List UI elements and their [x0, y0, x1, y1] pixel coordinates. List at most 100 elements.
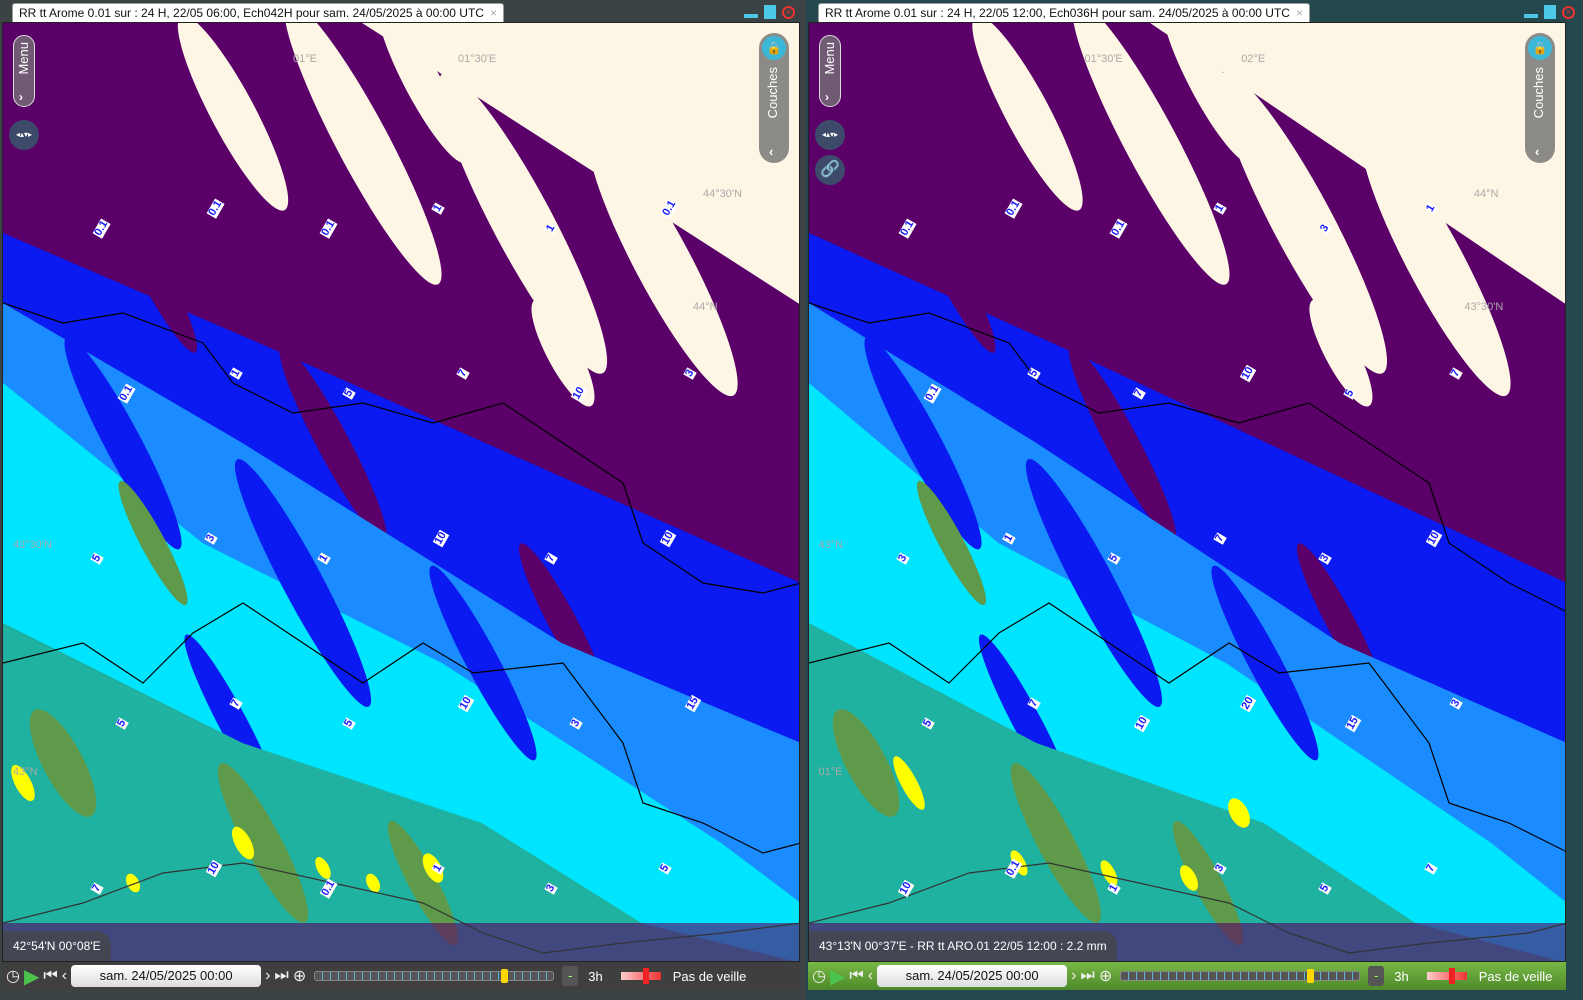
precip-streak — [907, 193, 996, 353]
graticule-label: 44°30'N — [703, 188, 742, 200]
graticule-label: 02°E — [1241, 53, 1266, 65]
zoom-icon[interactable]: ⊕ — [292, 968, 307, 985]
pan-icon[interactable]: ◂▴▾▸ — [815, 120, 845, 150]
precip-20mm — [1228, 798, 1250, 828]
watch-slider[interactable] — [1426, 968, 1467, 984]
graticule-label: 01°30'E — [1084, 53, 1123, 65]
dry-streak — [177, 23, 289, 211]
play-icon[interactable]: ▶ — [23, 965, 40, 988]
dry-streak — [438, 72, 608, 374]
last-frame-icon[interactable]: ⏭ — [1080, 967, 1095, 984]
time-slider[interactable] — [314, 969, 555, 983]
precipitation-layer — [3, 23, 799, 961]
precip-10mm — [387, 820, 459, 946]
previous-icon[interactable]: ‹ — [867, 967, 874, 984]
country-border — [809, 862, 1565, 954]
chevron-left-icon: ‹ — [1535, 144, 1540, 159]
date-field[interactable]: sam. 24/05/2025 00:00 — [71, 965, 262, 987]
dry-streak — [1162, 23, 1254, 163]
graticule-label: 44°N — [693, 301, 718, 313]
lock-icon[interactable]: 🔒 — [762, 36, 786, 60]
precip-10mm — [916, 480, 987, 606]
precip-streak — [429, 565, 537, 761]
slider-handle[interactable] — [1306, 969, 1314, 983]
minimize-icon[interactable] — [1524, 14, 1538, 18]
dry-streak — [284, 23, 442, 285]
time-step: 3h — [588, 968, 603, 984]
precip-streak — [864, 336, 982, 550]
precip-20mm — [893, 756, 925, 810]
department-border — [3, 602, 799, 854]
maximize-icon[interactable] — [1544, 5, 1556, 19]
step-minus-button[interactable]: - — [1368, 966, 1385, 986]
window-title: RR tt Arome 0.01 sur : 24 H, 22/05 12:00… — [825, 6, 1290, 20]
menu-label: Menu — [16, 42, 31, 75]
link-icon[interactable]: 🔗 — [815, 155, 845, 185]
precip-10mm — [118, 480, 188, 606]
previous-icon[interactable]: ‹ — [61, 967, 68, 984]
precip-streak — [1025, 459, 1163, 707]
window-tab[interactable]: RR tt Arome 0.01 sur : 24 H, 22/05 12:00… — [818, 3, 1310, 23]
maximize-icon[interactable] — [764, 5, 776, 19]
cursor-coordinates: 42°54'N 00°08'E — [3, 931, 111, 961]
precip-7mm — [809, 623, 1560, 961]
layers-button[interactable]: 🔒 Couches ‹ — [1525, 33, 1555, 163]
close-tab-icon[interactable]: × — [489, 6, 497, 20]
next-icon[interactable]: › — [265, 967, 271, 984]
close-window-icon[interactable]: × — [1562, 5, 1575, 19]
watch-status: Pas de veille — [672, 968, 747, 984]
left-map-window: RR tt Arome 0.01 sur : 24 H, 22/05 06:00… — [2, 3, 800, 990]
close-tab-icon[interactable]: × — [1295, 6, 1303, 20]
last-frame-icon[interactable]: ⏭ — [274, 967, 289, 984]
close-window-icon[interactable]: × — [782, 5, 795, 19]
precip-edge — [3, 923, 799, 961]
precip-10mm — [832, 709, 900, 817]
dry-streak — [972, 23, 1083, 211]
clock-icon[interactable]: ◷ — [6, 968, 20, 985]
date-field[interactable]: sam. 24/05/2025 00:00 — [877, 965, 1068, 987]
graticule-label: 44°N — [1473, 188, 1499, 200]
first-frame-icon[interactable]: ⏮ — [849, 967, 864, 984]
time-slider[interactable] — [1120, 969, 1361, 983]
minimize-icon[interactable] — [744, 14, 758, 18]
chevron-left-icon: ‹ — [769, 144, 774, 159]
precip-10mm — [29, 709, 97, 817]
timeline-bar: ◷ ▶ ⏮ ‹ sam. 24/05/2025 00:00 › ⏭ ⊕ - 3h… — [2, 962, 800, 990]
pan-icon[interactable]: ◂▴▾▸ — [9, 120, 39, 150]
first-frame-icon[interactable]: ⏮ — [43, 967, 58, 984]
dry-streak — [643, 23, 763, 220]
dry-streak — [377, 23, 469, 163]
chevron-right-icon: › — [19, 90, 23, 104]
precipitation-map[interactable]: 44°30'N 44°N 43°30'N 43°N 01°E 01°30'E 0.1 0.1 0… — [2, 22, 800, 962]
window-tab[interactable]: RR tt Arome 0.01 sur : 24 H, 22/05 06:00… — [12, 3, 504, 23]
watch-slider[interactable] — [620, 968, 661, 984]
graticule-label: 01°E — [818, 766, 843, 778]
precip-20mm — [1179, 865, 1199, 891]
menu-button[interactable]: Menu › — [13, 35, 35, 107]
play-icon[interactable]: ▶ — [829, 965, 846, 988]
slider-handle[interactable] — [500, 969, 508, 983]
right-map-window: RR tt Arome 0.01 sur : 24 H, 22/05 12:00… — [806, 0, 1583, 1000]
clock-icon[interactable]: ◷ — [812, 968, 826, 985]
precip-streak — [1068, 345, 1176, 541]
layers-label: Couches — [765, 67, 780, 119]
graticule-label: 01°30'E — [458, 53, 497, 65]
layers-button[interactable]: 🔒 Couches ‹ — [759, 33, 789, 163]
precip-10mm — [1010, 763, 1102, 923]
menu-button[interactable]: Menu › — [819, 35, 841, 107]
precipitation-map[interactable]: 44°N 43°30'N 43°N 01°E 01°30'E 02°E 0.1 0.1 0.1 1… — [808, 22, 1566, 962]
step-minus-button[interactable]: - — [562, 966, 579, 986]
precip-10mm — [1172, 820, 1244, 946]
department-border — [3, 302, 799, 594]
layers-label: Couches — [1531, 67, 1546, 119]
dry-streak — [1072, 23, 1230, 285]
window-title: RR tt Arome 0.01 sur : 24 H, 22/05 06:00… — [19, 6, 484, 20]
dry-streak — [531, 299, 595, 407]
zoom-icon[interactable]: ⊕ — [1098, 968, 1113, 985]
graticule-label: 43°30'N — [13, 539, 52, 551]
time-step: 3h — [1394, 968, 1409, 984]
precip-streak — [234, 459, 372, 707]
next-icon[interactable]: › — [1071, 967, 1077, 984]
dry-streak — [1414, 23, 1533, 220]
lock-icon[interactable]: 🔒 — [1528, 36, 1552, 60]
